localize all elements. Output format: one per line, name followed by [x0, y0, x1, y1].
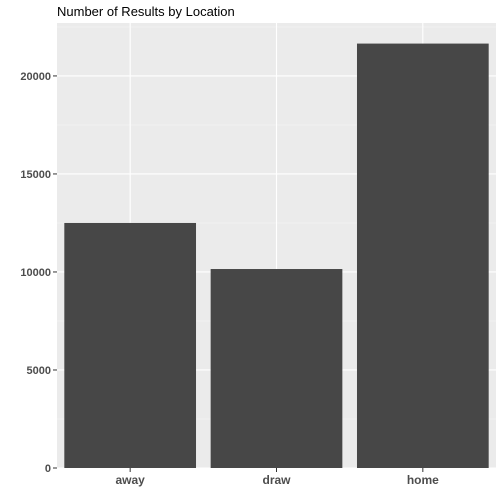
y-tick-label: 10000: [20, 267, 51, 279]
x-tick-label: away: [115, 473, 145, 487]
y-axis: 0 5000 10000 15000 20000: [20, 71, 57, 475]
y-tick-label: 20000: [20, 71, 51, 83]
bars: [64, 43, 489, 468]
x-tick-label: draw: [262, 473, 291, 487]
chart-title: Number of Results by Location: [57, 4, 235, 19]
y-tick-label: 0: [45, 463, 51, 475]
y-tick-label: 15000: [20, 169, 51, 181]
bar-home: [356, 43, 489, 468]
bar-draw: [210, 269, 343, 468]
x-axis: away draw home: [115, 468, 439, 487]
y-tick-label: 5000: [27, 365, 51, 377]
bar-away: [64, 222, 197, 468]
x-tick-label: home: [407, 473, 439, 487]
